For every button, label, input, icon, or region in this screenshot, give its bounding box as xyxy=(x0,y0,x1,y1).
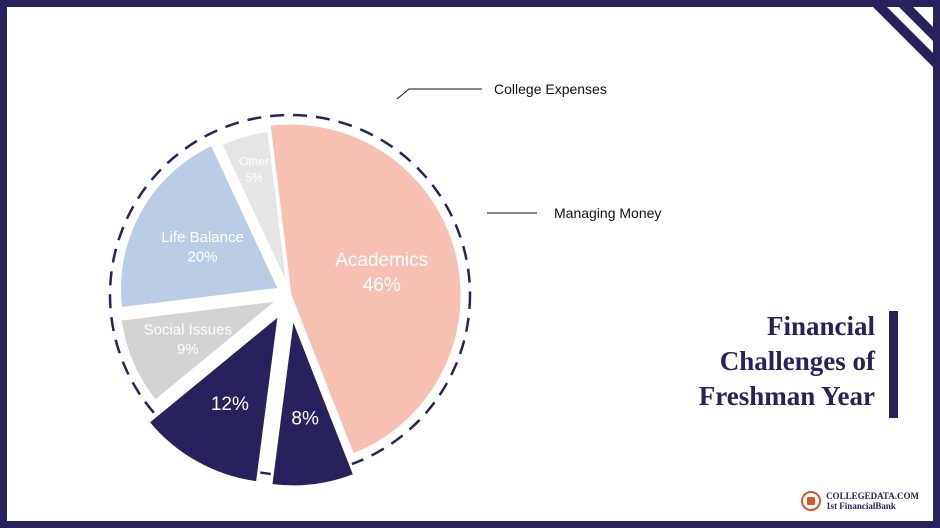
pie-chart: Academics 46% 8% 12% Social Issues 9% Life Bal… xyxy=(108,81,661,489)
pie-slice-social-issues xyxy=(118,297,284,404)
slice-label-other-value: 5% xyxy=(245,170,263,184)
title-line-2: Challenges of xyxy=(719,346,875,376)
chart-title: Financial Challenges of Freshman Year xyxy=(699,309,875,414)
slice-label-other-name: Other xyxy=(239,155,269,169)
callout-label-managing-money: Managing Money xyxy=(554,205,661,221)
slice-label-academics-name: Academics xyxy=(335,250,428,271)
slice-label-college-expenses-value: 8% xyxy=(291,409,319,430)
pie-slice-academics xyxy=(267,121,464,458)
corner-stripes-decoration xyxy=(873,7,933,67)
pie-slice-college-expenses xyxy=(269,316,357,489)
callout-label-college-expenses: College Expenses xyxy=(494,81,607,97)
pie-slice-managing-money xyxy=(145,310,282,485)
collegedata-logo: COLLEGEDATA.COM 1st FinancialBank xyxy=(801,491,919,511)
pie-slice-other xyxy=(218,128,290,290)
title-line-1: Financial xyxy=(766,311,875,341)
logo-line-2: 1st FinancialBank xyxy=(826,501,896,511)
slice-label-life-balance-value: 20% xyxy=(188,249,218,266)
slide-frame: Academics 46% 8% 12% Social Issues 9% Life Bal… xyxy=(7,7,933,521)
seal-icon xyxy=(801,491,822,511)
slice-label-social-issues-name: Social Issues xyxy=(144,321,232,338)
slice-label-life-balance-name: Life Balance xyxy=(161,229,244,246)
slice-label-managing-money-value: 12% xyxy=(211,394,249,415)
pie-slice-life-balance xyxy=(118,142,282,311)
title-accent-bar xyxy=(889,311,898,418)
slice-label-academics-value: 46% xyxy=(363,275,401,296)
logo-line-1: COLLEGEDATA.COM xyxy=(826,491,919,501)
title-line-3: Freshman Year xyxy=(698,381,875,411)
callout-line-college-expenses xyxy=(396,88,482,100)
slice-label-social-issues-value: 9% xyxy=(177,341,199,358)
